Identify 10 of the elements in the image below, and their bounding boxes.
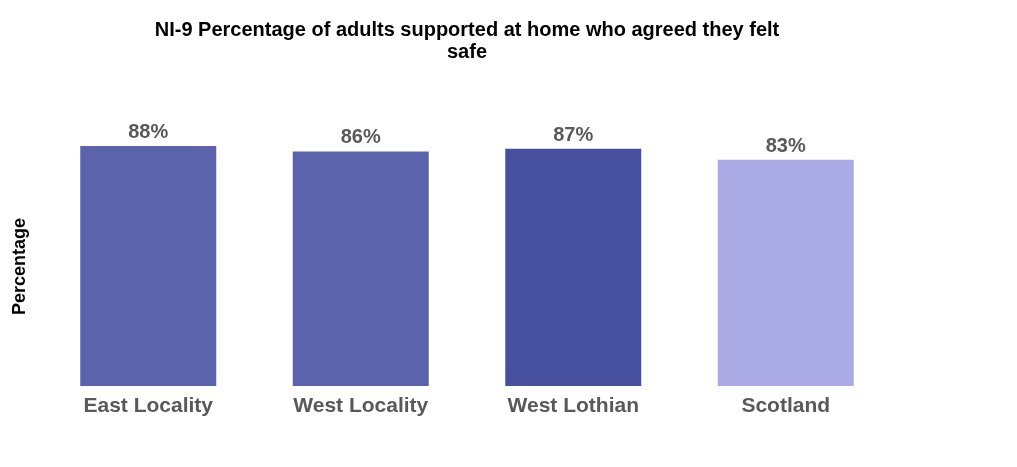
data-label: 88%	[128, 120, 169, 142]
data-label: 87%	[553, 122, 594, 145]
data-label: 83%	[765, 133, 806, 156]
x-tick-label: West Locality	[293, 392, 429, 416]
x-tick-label: West Lothian	[507, 392, 639, 416]
chart-title: NI-9 Percentage of adults supported at home who agreed they felt safe	[154, 18, 780, 62]
y-axis-title: Percentage	[8, 217, 29, 316]
x-tick-label: East Locality	[83, 392, 214, 416]
data-label: 86%	[340, 125, 381, 148]
x-tick-label: Scotland	[741, 392, 831, 416]
